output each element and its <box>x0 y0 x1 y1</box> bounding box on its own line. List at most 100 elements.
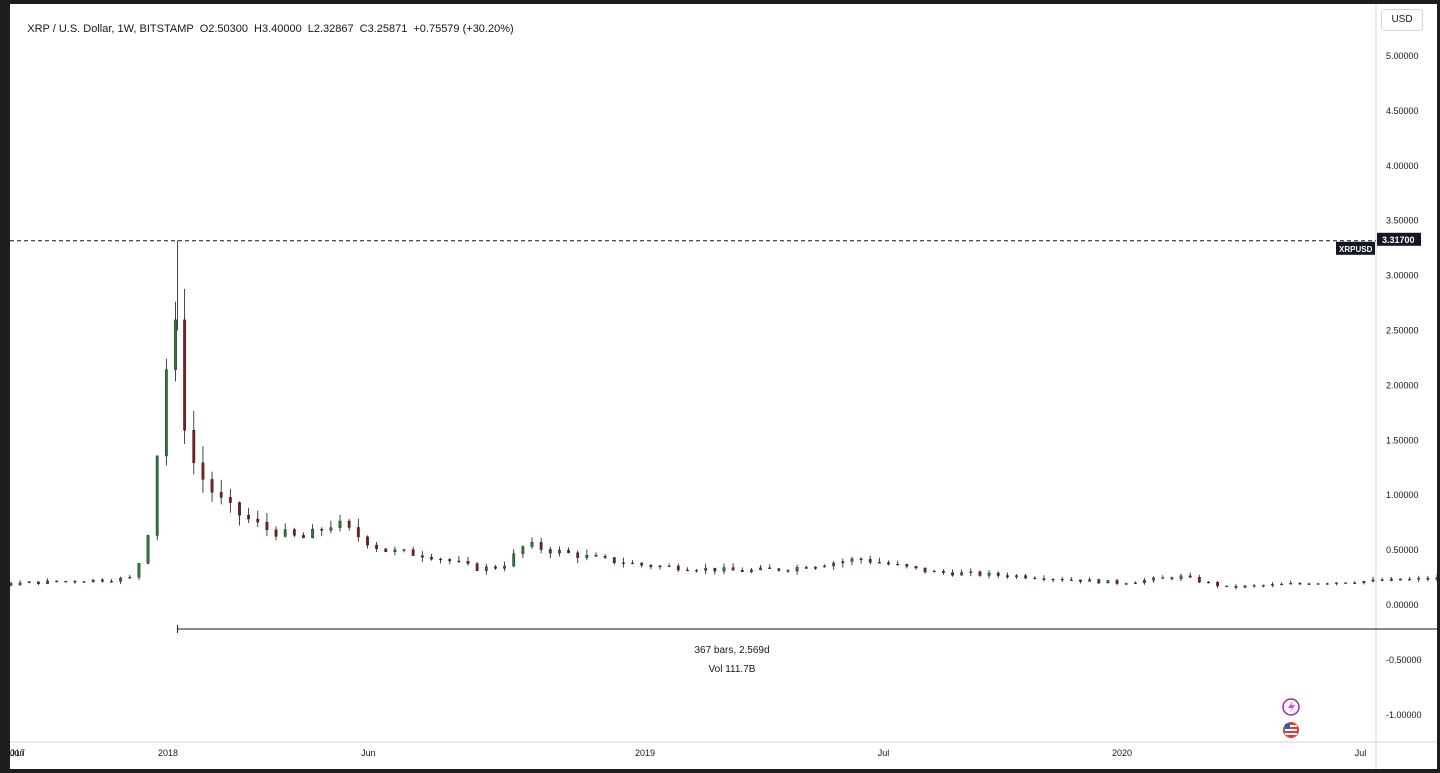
candle-body <box>887 562 890 565</box>
chart-frame: 5.00000 4.50000 4.00000 3.50000 3.00000 2.500… <box>10 4 1437 769</box>
candle-body <box>247 514 251 520</box>
x-tick-label: 2019 <box>635 748 655 758</box>
candle-body <box>292 529 296 536</box>
candle-body <box>91 579 95 582</box>
symbol-header: XRP / U.S. Dollar, 1W, BITSTAMP O2.50300 H… <box>15 11 520 47</box>
candle-body <box>695 570 698 572</box>
price-chart[interactable]: 5.00000 4.50000 4.00000 3.50000 3.00000 2.500… <box>10 4 1437 769</box>
candle-body <box>1225 585 1229 587</box>
y-tick-label: -0.50000 <box>1386 655 1422 665</box>
candle-body <box>402 549 406 551</box>
candle-body <box>494 566 497 569</box>
candle-body <box>777 568 781 571</box>
candle-body <box>1179 575 1183 579</box>
candle-body <box>164 369 168 457</box>
candle-body <box>1316 583 1320 585</box>
candle-body <box>521 546 525 554</box>
candle-body <box>411 549 415 556</box>
candle-body <box>996 572 1000 576</box>
candle-body <box>594 555 598 557</box>
candle-body <box>1207 581 1210 584</box>
candle-body <box>302 535 305 539</box>
candle-body <box>932 570 936 573</box>
candle-body <box>1069 579 1073 581</box>
candle-body <box>539 542 543 550</box>
x-tick-label: Jul <box>878 748 890 758</box>
candle-body <box>55 580 59 582</box>
candle-body <box>82 581 86 583</box>
candle-body <box>457 560 461 562</box>
candle-body <box>393 549 397 552</box>
y-tick-label: 3.00000 <box>1386 271 1419 281</box>
price-axis: 5.00000 4.50000 4.00000 3.50000 3.00000 2.500… <box>1386 51 1422 720</box>
candle-body <box>841 561 845 564</box>
candle-body <box>1143 580 1146 584</box>
candle-body <box>1335 582 1338 584</box>
y-tick-label: 4.00000 <box>1386 161 1419 171</box>
candle-body <box>347 520 351 528</box>
lightning-star-icon[interactable] <box>1282 698 1300 716</box>
candle-body <box>430 557 433 560</box>
candle-body <box>174 319 177 370</box>
candle-body <box>731 567 735 571</box>
flag-stripe <box>1285 733 1297 735</box>
candle-body <box>137 563 141 578</box>
candle-body <box>36 581 40 584</box>
change-value: +0.75579 (+30.20%) <box>413 23 514 35</box>
candle-body <box>631 562 634 565</box>
y-tick-label: 2.50000 <box>1386 326 1419 336</box>
candle-body <box>503 565 506 569</box>
candle-body <box>1252 585 1256 587</box>
candle-body <box>1088 579 1092 582</box>
candle-body <box>18 582 22 586</box>
candle-body <box>622 562 625 564</box>
candle-body <box>1289 583 1293 585</box>
candle-body <box>439 558 442 561</box>
candle-body <box>356 527 360 538</box>
candle-body <box>686 569 689 572</box>
y-tick-label: 0.50000 <box>1386 545 1419 555</box>
candle-body <box>585 555 589 558</box>
candle-body <box>960 572 964 576</box>
candle-body <box>201 462 205 480</box>
candle-body <box>1079 579 1082 582</box>
lightning-bolt <box>1288 700 1295 714</box>
candle-body <box>146 535 150 564</box>
y-tick-label: 5.00000 <box>1386 51 1419 61</box>
time-axis: 017Jun2018Jun2019Jul2020Jul2021Jun2022Ju… <box>10 748 1366 758</box>
candle-body <box>238 502 241 516</box>
candle-body <box>46 580 49 584</box>
candle-body <box>1115 580 1119 584</box>
candle-body <box>219 492 223 498</box>
price-label: 3.31700 <box>1382 235 1415 245</box>
candle-body <box>576 552 580 558</box>
candle-body <box>722 567 726 572</box>
candle-body <box>1408 578 1411 581</box>
candle-body <box>896 564 900 566</box>
candle-body <box>128 576 132 579</box>
currency-button[interactable]: USD <box>1381 9 1423 31</box>
candle-body <box>466 561 470 564</box>
candle-body <box>832 562 836 567</box>
candle-body <box>951 572 954 576</box>
y-tick-label: -1.00000 <box>1386 710 1422 720</box>
candle-body <box>759 567 762 571</box>
candle-body <box>704 567 708 571</box>
x-tick-label: 2018 <box>158 748 178 758</box>
candle-body <box>1280 583 1284 586</box>
candlestick-series <box>10 240 1437 590</box>
candle-body <box>768 567 772 569</box>
high-value: H3.40000 <box>254 23 302 35</box>
candle-body <box>567 549 570 554</box>
candle-body <box>1060 579 1064 581</box>
axis-lines <box>10 4 1437 769</box>
us-flag-icon[interactable] <box>1283 722 1299 738</box>
candle-body <box>320 528 324 531</box>
price-label-box <box>1377 232 1421 246</box>
candle-body <box>905 564 909 567</box>
candle-body <box>512 553 516 567</box>
open-value: O2.50300 <box>199 23 249 35</box>
candle-body <box>1005 575 1009 578</box>
candle-body <box>1234 586 1238 588</box>
candle-body <box>558 549 561 554</box>
